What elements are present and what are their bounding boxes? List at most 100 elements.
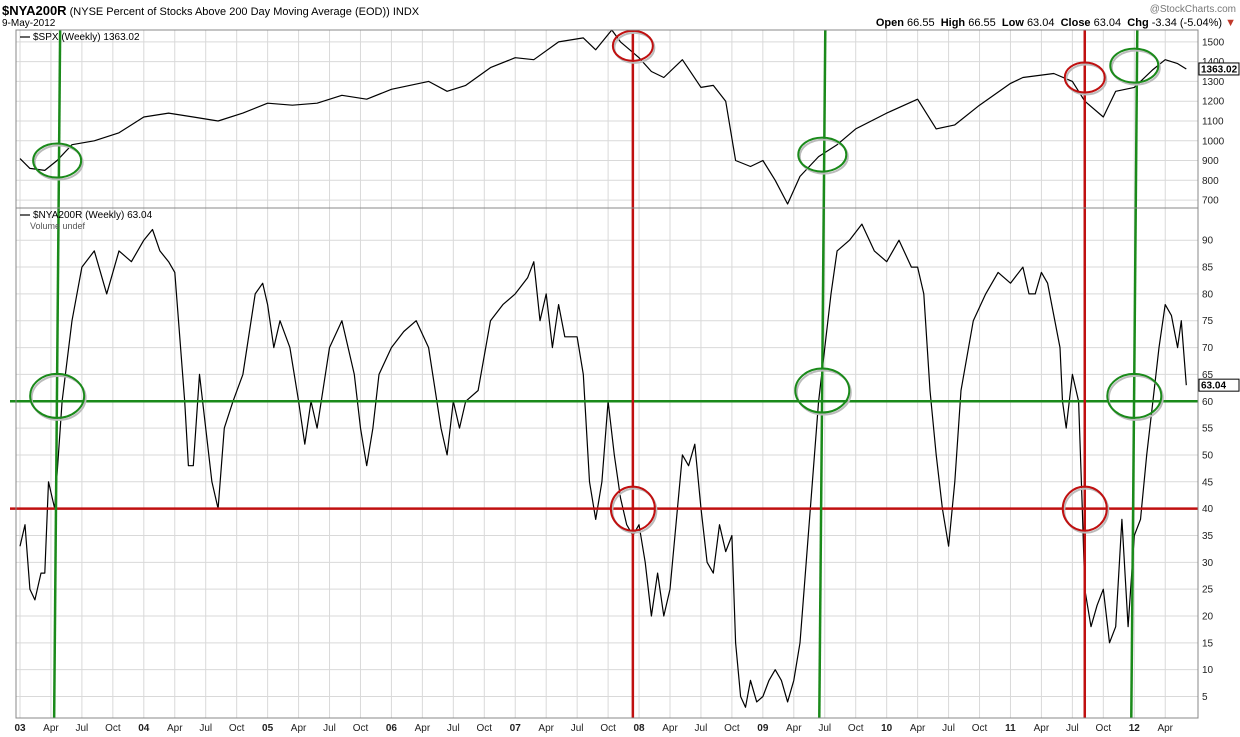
y-tick-label: 30: [1202, 558, 1214, 569]
x-tick-label: Jul: [818, 723, 831, 734]
x-tick-label: Jul: [942, 723, 955, 734]
x-tick-label: Jul: [1066, 723, 1079, 734]
y-tick-label: 25: [1202, 585, 1214, 596]
green-circle-marker: [794, 367, 851, 414]
last-value-box: [1198, 378, 1240, 392]
y-tick-label: 45: [1202, 477, 1214, 488]
red-circle-marker: [609, 485, 656, 532]
x-tick-label: Apr: [291, 723, 307, 734]
green-circle-shadow: [795, 369, 852, 416]
x-tick-label: Oct: [600, 723, 616, 734]
y-tick-label: 900: [1202, 156, 1219, 167]
x-tick-label: Jul: [695, 723, 708, 734]
x-tick-label: Jul: [571, 723, 584, 734]
x-tick-label: Oct: [477, 723, 493, 734]
x-tick-label: Oct: [724, 723, 740, 734]
series-line-top: [19, 29, 1187, 205]
high-value: 66.55: [968, 17, 996, 29]
x-tick-label: 03: [14, 723, 26, 734]
y-tick-label: 60: [1202, 397, 1214, 408]
y-tick-label: 35: [1202, 531, 1214, 542]
chart-date: 9-May-2012: [2, 18, 56, 29]
close-value: 63.04: [1093, 17, 1122, 29]
x-tick-label: 09: [757, 723, 769, 734]
x-tick-label: Apr: [167, 723, 183, 734]
volume-label: Volume undef: [30, 221, 86, 231]
y-tick-label: 5: [1202, 692, 1208, 703]
green-circle-shadow: [30, 374, 87, 421]
green-vertical-line: [818, 29, 827, 719]
x-tick-label: Apr: [1034, 723, 1050, 734]
credit-logo: @StockCharts.com: [1149, 4, 1236, 15]
green-circle-shadow: [1107, 374, 1164, 421]
y-tick-label: 700: [1202, 196, 1219, 207]
y-tick-label: 55: [1202, 424, 1214, 435]
symbol-label: $NYA200R: [2, 3, 67, 18]
x-tick-label: Oct: [353, 723, 369, 734]
y-tick-label: 1300: [1202, 77, 1225, 88]
red-circle-marker: [1061, 485, 1108, 532]
y-tick-label: 90: [1202, 236, 1214, 247]
y-tick-label: 50: [1202, 450, 1214, 461]
x-tick-label: Apr: [910, 723, 926, 734]
green-circle-shadow: [33, 144, 84, 181]
low-value: 63.04: [1026, 17, 1055, 29]
x-tick-label: 12: [1129, 723, 1141, 734]
x-tick-label: 04: [138, 723, 150, 734]
red-circle-shadow: [1065, 63, 1108, 96]
red-circle-shadow: [1063, 487, 1110, 534]
x-tick-label: Oct: [105, 723, 121, 734]
green-circle-marker: [1106, 372, 1163, 419]
x-tick-label: Apr: [786, 723, 802, 734]
x-tick-label: Jul: [76, 723, 89, 734]
exchange-label: INDX: [392, 6, 420, 18]
open-value: 66.55: [907, 17, 935, 29]
top-panel-title: $SPX (Weekly) 1363.02: [33, 32, 140, 43]
y-tick-label: 1500: [1202, 37, 1225, 48]
red-circle-marker: [1063, 61, 1106, 94]
y-tick-label: 800: [1202, 176, 1219, 187]
last-value-label: 63.04: [1201, 381, 1226, 392]
bottom-panel-title: $NYA200R (Weekly) 63.04: [33, 210, 153, 221]
chg-value: -3.34 (-5.04%): [1151, 17, 1223, 29]
x-tick-label: Oct: [229, 723, 245, 734]
close-label: Close: [1060, 17, 1091, 29]
x-tick-label: 08: [633, 723, 645, 734]
x-tick-label: Apr: [43, 723, 59, 734]
green-circle-marker: [797, 136, 848, 173]
x-tick-label: Oct: [1096, 723, 1112, 734]
y-tick-label: 75: [1202, 316, 1214, 327]
down-triangle-icon: ▼: [1225, 17, 1236, 29]
y-tick-label: 85: [1202, 263, 1214, 274]
last-value-box: [1198, 62, 1240, 76]
x-tick-label: Apr: [538, 723, 554, 734]
x-tick-label: 05: [262, 723, 274, 734]
y-tick-label: 80: [1202, 289, 1214, 300]
green-circle-marker: [29, 372, 86, 419]
x-tick-label: 06: [386, 723, 398, 734]
open-label: Open: [875, 17, 904, 29]
high-label: High: [940, 17, 966, 29]
x-tick-label: 07: [510, 723, 522, 734]
series-line-bottom: [19, 223, 1187, 708]
low-label: Low: [1001, 17, 1024, 29]
y-tick-label: 1100: [1202, 116, 1224, 127]
y-tick-label: 40: [1202, 504, 1214, 515]
red-circle-shadow: [613, 31, 656, 64]
y-tick-label: 1000: [1202, 136, 1225, 147]
x-tick-label: Apr: [662, 723, 678, 734]
last-value-label: 1363.02: [1201, 64, 1238, 75]
y-tick-label: 15: [1202, 638, 1214, 649]
y-tick-label: 70: [1202, 343, 1214, 354]
red-circle-shadow: [611, 487, 658, 534]
green-circle-shadow: [1110, 49, 1161, 86]
x-tick-label: 11: [1005, 723, 1016, 734]
x-tick-label: Apr: [415, 723, 431, 734]
top-panel-frame: [15, 29, 1199, 209]
green-circle-shadow: [798, 138, 849, 175]
x-tick-label: Oct: [972, 723, 988, 734]
bottom-panel-legend: $NYA200R (Weekly) 63.04 Volume undef: [20, 210, 153, 231]
symbol-description: (NYSE Percent of Stocks Above 200 Day Mo…: [69, 6, 390, 18]
chg-label: Chg: [1127, 17, 1149, 29]
